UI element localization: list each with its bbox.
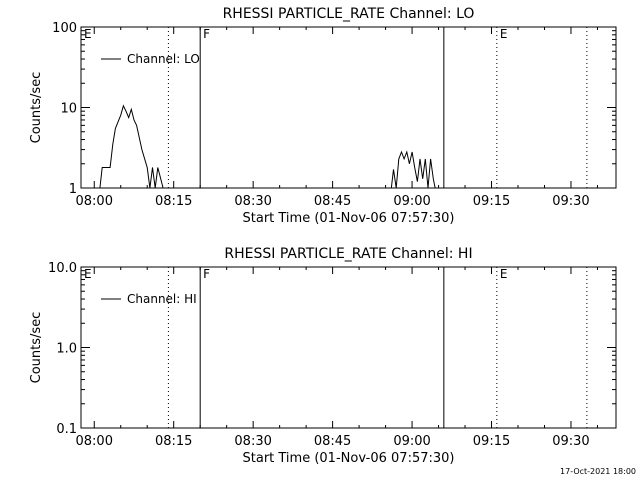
y-tick-label: 10.0 (48, 261, 77, 276)
marker-label: E (500, 27, 508, 41)
x-axis-label: Start Time (01-Nov-06 07:57:30) (243, 211, 455, 226)
x-axis: 08:00 08:15 08:30 08:45 09:00 09:15 09:30 (76, 27, 598, 209)
marker-label: E (84, 267, 92, 281)
y-tick-label: 10 (60, 102, 77, 117)
chart-title: RHESSI PARTICLE_RATE Channel: LO (223, 6, 475, 22)
x-tick-label: 08:30 (234, 434, 271, 449)
y-axis: 0.1 1.0 10.0 (48, 261, 616, 437)
marker-label: E (84, 27, 92, 41)
y-axis-label: Counts/sec (29, 72, 44, 144)
x-tick-label: 08:15 (155, 194, 192, 209)
x-tick-label: 08:15 (155, 434, 192, 449)
x-tick-label: 09:30 (552, 194, 589, 209)
series-line-lo (390, 150, 439, 188)
x-tick-label: 09:00 (393, 194, 430, 209)
series-line-lo (99, 104, 164, 188)
legend-label: Channel: HI (127, 292, 197, 306)
x-tick-label: 08:00 (76, 194, 113, 209)
chart-title: RHESSI PARTICLE_RATE Channel: HI (224, 246, 472, 262)
legend: Channel: HI (101, 292, 197, 306)
y-tick-label: 100 (52, 21, 77, 36)
footer-timestamp: 17-Oct-2021 18:00 (560, 467, 636, 476)
x-tick-label: 08:45 (314, 434, 351, 449)
x-tick-label: 08:45 (314, 194, 351, 209)
marker-label: F (203, 27, 210, 41)
y-tick-label: 1 (69, 182, 77, 197)
legend-label: Channel: LO (127, 52, 200, 66)
x-tick-label: 08:00 (76, 434, 113, 449)
y-axis: 1 10 100 (52, 21, 616, 197)
x-tick-label: 09:15 (473, 434, 510, 449)
x-tick-label: 09:30 (552, 434, 589, 449)
marker-label: F (203, 267, 210, 281)
x-tick-label: 08:30 (234, 194, 271, 209)
y-tick-label: 0.1 (56, 422, 77, 437)
y-tick-label: 1.0 (56, 342, 77, 357)
x-tick-label: 09:15 (473, 194, 510, 209)
y-axis-label: Counts/sec (29, 312, 44, 384)
x-axis-label: Start Time (01-Nov-06 07:57:30) (243, 451, 455, 466)
marker-label: E (500, 267, 508, 281)
legend: Channel: LO (101, 52, 200, 66)
x-tick-label: 09:00 (393, 434, 430, 449)
x-axis: 08:00 08:15 08:30 08:45 09:00 09:15 09:30 (76, 267, 598, 449)
